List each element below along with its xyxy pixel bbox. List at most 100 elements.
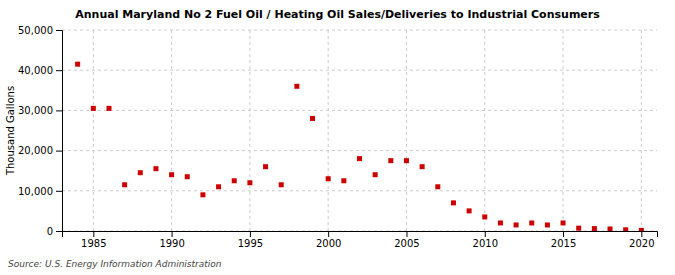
point: [514, 222, 519, 227]
point: [310, 116, 315, 121]
point: [216, 184, 221, 189]
tick-label: 0: [47, 226, 53, 237]
point: [623, 227, 628, 231]
grid-line-x: [328, 30, 329, 231]
tick-mark: [485, 231, 486, 237]
point: [294, 84, 299, 89]
point: [232, 178, 237, 183]
point: [435, 184, 440, 189]
tick-mark: [563, 231, 564, 237]
tick-mark: [172, 231, 173, 237]
point: [498, 220, 503, 225]
tick-label: 10,000: [18, 186, 53, 197]
tick-mark: [56, 30, 62, 31]
point: [138, 170, 143, 175]
tick-mark: [250, 231, 251, 237]
y-axis-title: Thousand Gallons: [5, 86, 16, 176]
x-axis: 1985 1990 1995 2000 2005 2010 2015 2020: [63, 231, 658, 249]
tick-label: 1995: [238, 238, 263, 249]
point: [200, 192, 205, 197]
tick: 2015: [551, 231, 576, 249]
grid: [62, 30, 657, 231]
point: [388, 158, 393, 163]
tick: 2020: [629, 231, 654, 249]
point: [420, 164, 425, 169]
grid-line-x: [249, 30, 250, 231]
plot: 1985 1990 1995 2000 2005 2010 2015 2020 0 10,000 2…: [18, 25, 658, 249]
tick-mark: [406, 231, 407, 237]
point: [545, 222, 550, 227]
tick-label: 1990: [159, 238, 184, 249]
point: [451, 200, 456, 205]
points: [75, 62, 644, 231]
axis-line: [63, 232, 658, 238]
grid-line-x: [93, 30, 94, 231]
tick: 1990: [159, 231, 184, 249]
point: [169, 172, 174, 177]
point: [106, 106, 111, 111]
tick-label: 30,000: [18, 105, 53, 116]
grid-line-y: [62, 150, 657, 151]
tick-label: 2015: [551, 238, 576, 249]
tick: 20,000: [18, 145, 62, 156]
tick-mark: [56, 191, 62, 192]
tick-label: 1985: [81, 238, 106, 249]
point: [404, 158, 409, 163]
tick-mark: [56, 231, 62, 232]
point: [467, 208, 472, 213]
tick-label: 20,000: [18, 145, 53, 156]
axis-line: [56, 31, 63, 232]
point: [75, 62, 80, 67]
grid-line-x: [641, 30, 642, 231]
tick: 10,000: [18, 186, 62, 197]
grid-line-x: [563, 30, 564, 231]
tick-mark: [93, 231, 94, 237]
y-axis: 0 10,000 20,000 30,000 40,000 50,000: [18, 25, 63, 237]
grid-line-y: [62, 190, 657, 191]
grid-line-x: [171, 30, 172, 231]
tick: 1995: [238, 231, 263, 249]
tick-label: 2010: [473, 238, 498, 249]
tick: 2010: [473, 231, 498, 249]
point: [341, 178, 346, 183]
point: [91, 106, 96, 111]
tick-label: 40,000: [18, 65, 53, 76]
point: [639, 228, 644, 231]
point: [122, 182, 127, 187]
tick: 50,000: [18, 25, 62, 36]
point: [608, 226, 613, 231]
grid-line-x: [406, 30, 407, 231]
tick: 40,000: [18, 65, 62, 76]
point: [326, 176, 331, 181]
tick-mark: [56, 110, 62, 111]
tick-mark: [56, 151, 62, 152]
point: [561, 220, 566, 225]
tick: 2005: [394, 231, 419, 249]
tick: 30,000: [18, 105, 62, 116]
tick: 0: [47, 226, 62, 237]
point: [357, 156, 362, 161]
point: [153, 166, 158, 171]
point: [185, 174, 190, 179]
chart: 1985 1990 1995 2000 2005 2010 2015 2020 0 10,000 2…: [0, 0, 675, 275]
tick-label: 2005: [394, 238, 419, 249]
tick: 1985: [81, 231, 106, 249]
point: [247, 180, 252, 185]
point: [576, 226, 581, 231]
grid-line-y: [62, 110, 657, 111]
title: Annual Maryland No 2 Fuel Oil / Heating …: [75, 8, 600, 21]
point: [592, 226, 597, 231]
point: [529, 220, 534, 225]
point: [279, 182, 284, 187]
tick-mark: [56, 70, 62, 71]
point: [373, 172, 378, 177]
grid-line-y: [62, 30, 657, 31]
grid-line-y: [62, 70, 657, 71]
tick-label: 2000: [316, 238, 341, 249]
point: [482, 214, 487, 219]
tick-label: 50,000: [18, 25, 53, 36]
tick: 2000: [316, 231, 341, 249]
tick-mark: [641, 231, 642, 237]
point: [263, 164, 268, 169]
source-note: Source: U.S. Energy Information Administ…: [8, 259, 222, 269]
